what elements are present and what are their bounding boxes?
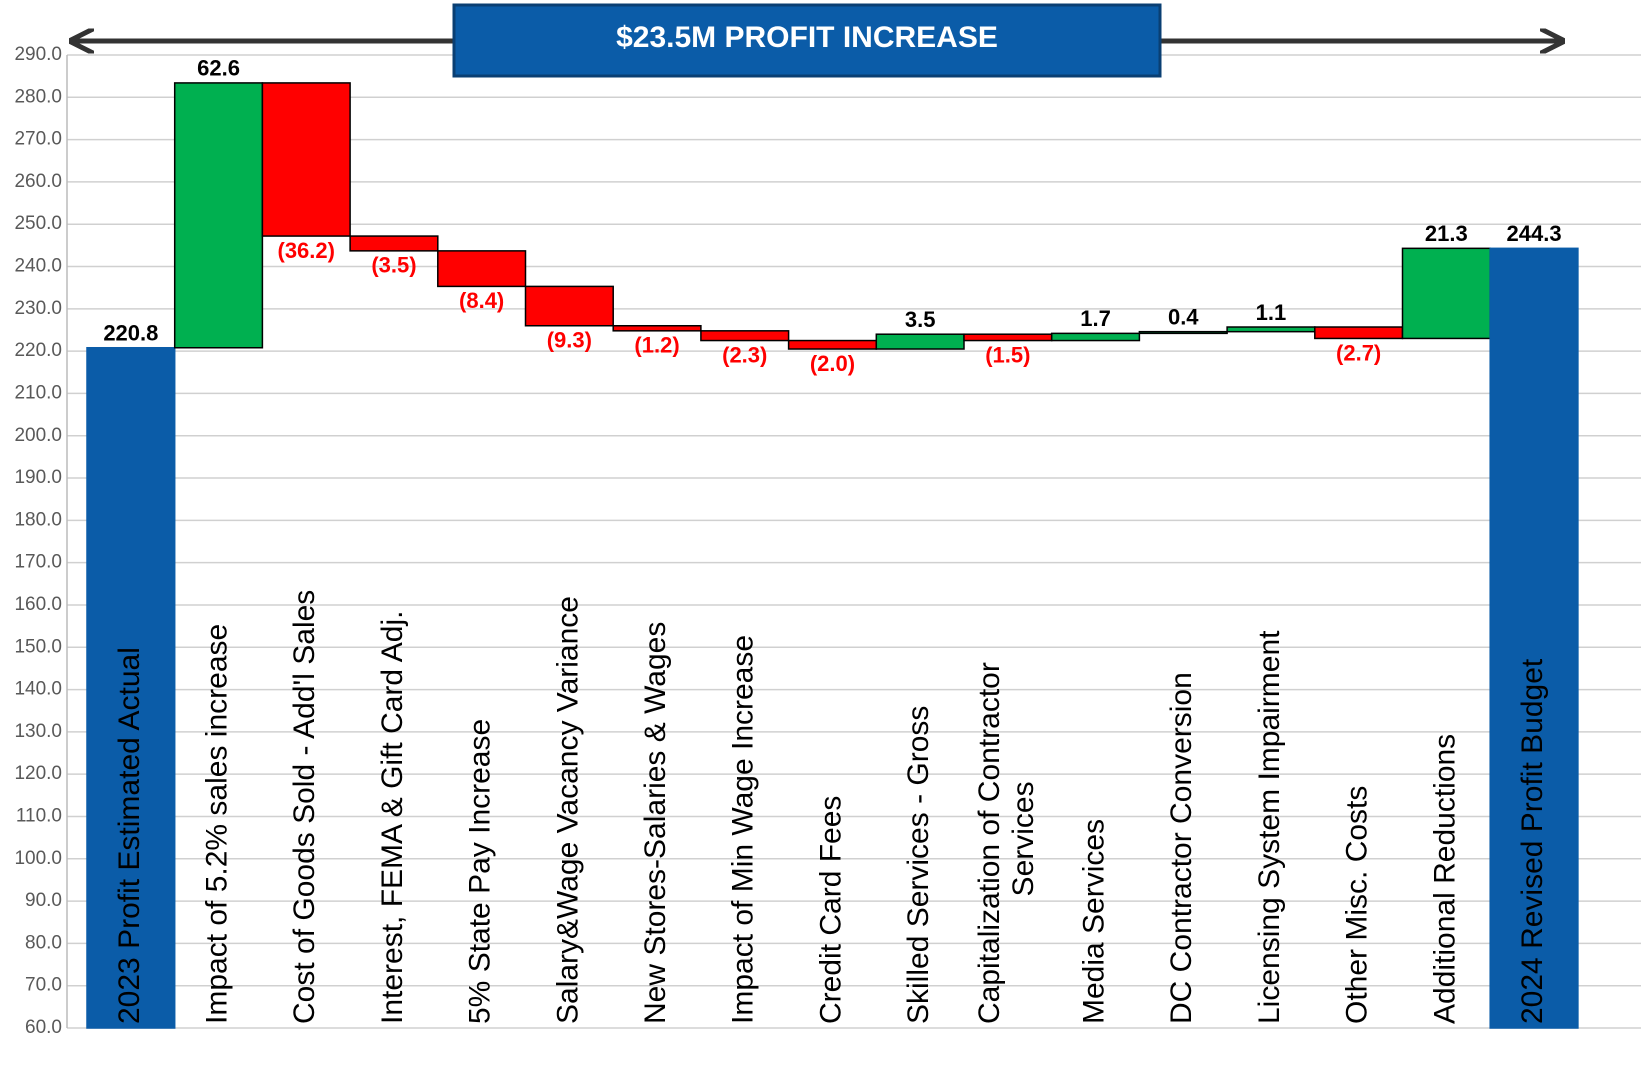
y-tick-label: 100.0 (14, 848, 62, 869)
value-label: 62.6 (197, 56, 240, 81)
delta-bar (524, 285, 614, 327)
value-label: (2.3) (722, 342, 767, 367)
y-tick-label: 280.0 (14, 86, 62, 107)
y-tick-label: 70.0 (25, 975, 62, 996)
value-label: 0.4 (1168, 304, 1199, 329)
delta-bar (1314, 326, 1404, 340)
banner (452, 3, 1162, 78)
y-tick-label: 80.0 (25, 932, 62, 953)
delta-bar (1401, 247, 1491, 340)
banner-text: $23.5M PROFIT INCREASE (616, 21, 998, 54)
delta-bar (875, 333, 965, 350)
x-tick-label: Other Misc. Costs (1341, 786, 1374, 1024)
delta-bar (700, 330, 790, 342)
y-tick-label: 220.0 (14, 340, 62, 361)
x-tick-label: New Stores-Salaries & Wages (639, 622, 672, 1024)
total-bar (1489, 247, 1579, 1029)
x-tick-label: Credit Card Fees (814, 796, 847, 1024)
value-label: 1.1 (1256, 300, 1287, 325)
labels: 220.8 2023 Profit Estimated Actual 62.6 Imp… (103, 56, 1561, 1024)
bars (86, 82, 1579, 1029)
delta-bar (612, 324, 702, 332)
value-label: 21.3 (1425, 221, 1468, 246)
y-tick-label: 200.0 (14, 425, 62, 446)
y-tick-label: 130.0 (14, 721, 62, 742)
y-tick-label: 110.0 (16, 805, 62, 826)
value-label: (2.0) (810, 351, 855, 376)
delta-bar (173, 82, 264, 349)
x-tick-label: 2024 Revised Profit Budget (1516, 658, 1549, 1024)
y-tick-label: 240.0 (14, 256, 62, 277)
x-tick-label: 5% State Pay Increase (464, 719, 497, 1024)
value-label: 220.8 (103, 321, 158, 346)
value-label: (8.4) (459, 288, 504, 313)
value-label: (9.3) (547, 328, 592, 353)
value-label: (3.5) (371, 253, 416, 278)
y-tick-label: 160.0 (14, 594, 62, 615)
y-tick-label: 170.0 (14, 552, 62, 573)
x-tick-label: 2023 Profit Estimated Actual (113, 647, 146, 1024)
x-tick-label: Cost of Goods Sold - Add'l Sales (288, 590, 321, 1024)
delta-bar (963, 333, 1053, 342)
delta-bar (1138, 330, 1228, 335)
y-tick-label: 210.0 (14, 382, 62, 403)
x-tick-label: Media Services (1077, 819, 1110, 1024)
y-tick-label: 290.0 (14, 44, 62, 65)
delta-bar (1050, 332, 1141, 342)
delta-bar (1226, 326, 1316, 333)
x-tick-label: Impact of Min Wage Increase (727, 635, 760, 1024)
x-tick-label: Additional Reductions (1428, 734, 1461, 1024)
grid: 60.0 70.0 80.0 90.0 100.0 110.0 120.0 130.0 140.… (14, 44, 1641, 1038)
delta-bar (437, 250, 527, 288)
y-tick-label: 190.0 (14, 467, 62, 488)
value-label: 1.7 (1080, 306, 1111, 331)
value-label: (1.2) (634, 333, 679, 358)
delta-bar (349, 235, 439, 252)
delta-bar (787, 339, 878, 350)
value-label: 3.5 (905, 307, 936, 332)
x-tick-label: Salary&Wage Vacancy Variance (551, 596, 584, 1024)
y-tick-label: 180.0 (14, 509, 62, 530)
y-tick-label: 250.0 (14, 213, 62, 234)
x-tick-label: Capitalization of Contractor Services (973, 654, 1040, 1024)
x-tick-label: DC Contractor Conversion (1165, 672, 1198, 1024)
x-tick-label: Skilled Services - Gross (902, 706, 935, 1024)
y-tick-label: 60.0 (25, 1017, 62, 1038)
y-tick-label: 260.0 (14, 171, 62, 192)
total-bar (86, 346, 176, 1029)
x-tick-label: Licensing System Impairment (1253, 630, 1286, 1024)
y-tick-label: 90.0 (25, 890, 62, 911)
y-tick-label: 270.0 (14, 129, 62, 150)
value-label: 244.3 (1507, 221, 1562, 246)
value-label: (36.2) (278, 238, 335, 263)
y-tick-label: 150.0 (14, 636, 62, 657)
value-label: (2.7) (1336, 340, 1381, 365)
value-label: (1.5) (985, 342, 1030, 367)
y-tick-label: 230.0 (14, 298, 62, 319)
x-tick-label: Interest, FEMA & Gift Card Adj. (376, 611, 409, 1024)
y-tick-label: 140.0 (14, 679, 62, 700)
y-tick-label: 120.0 (14, 763, 62, 784)
delta-bar (261, 82, 351, 237)
x-tick-label: Impact of 5.2% sales increase (200, 624, 233, 1024)
